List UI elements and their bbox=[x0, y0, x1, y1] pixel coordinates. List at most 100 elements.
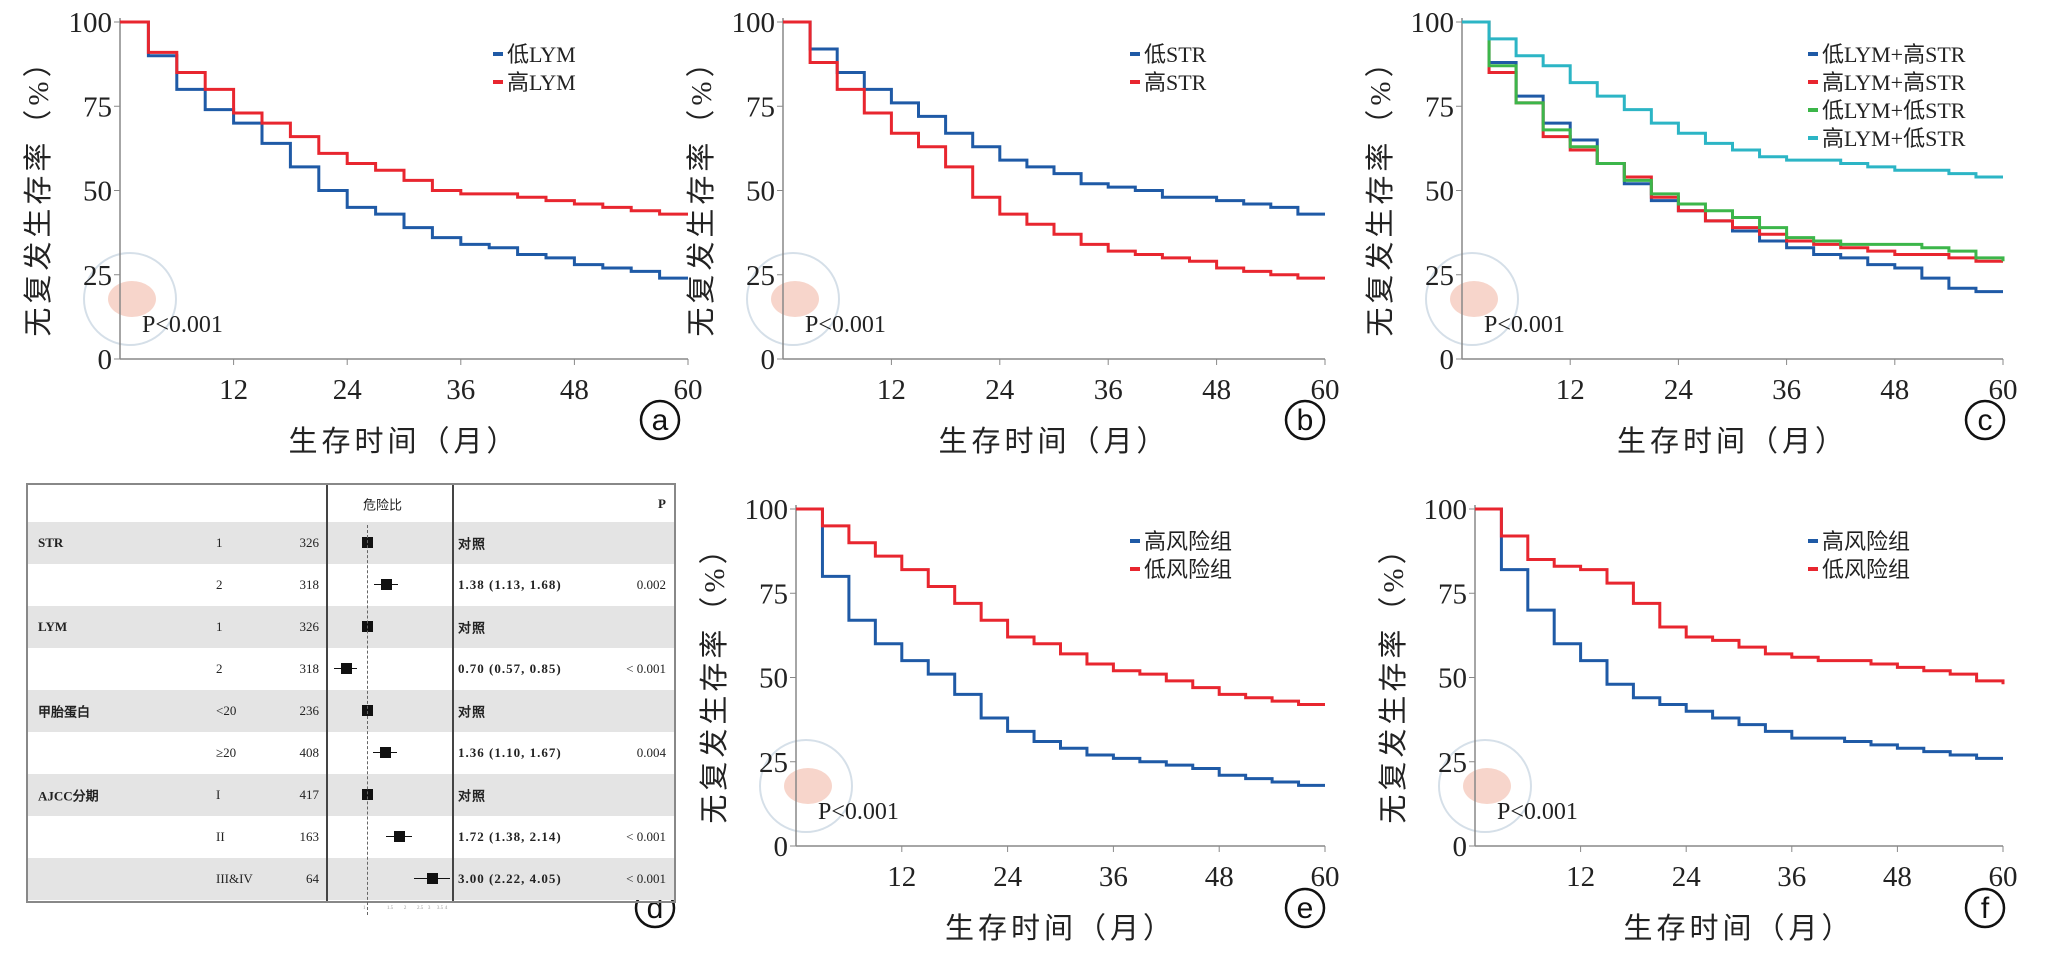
variable-name: LYM bbox=[38, 619, 68, 634]
x-tick-label: 60 bbox=[674, 374, 703, 406]
x-tick-label: 36 bbox=[446, 374, 475, 406]
forest-row: STR 1 326 对照 bbox=[28, 522, 674, 564]
p-value-annotation: P<0.001 bbox=[805, 312, 886, 338]
panel-label: e bbox=[1297, 892, 1314, 925]
seal-ring bbox=[83, 252, 177, 346]
x-tick-label: 24 bbox=[333, 374, 363, 406]
y-tick-label: 0 bbox=[1440, 344, 1455, 376]
y-tick-label: 25 bbox=[83, 260, 112, 292]
x-tick-label: 12 bbox=[1566, 861, 1595, 893]
column-divider bbox=[326, 485, 328, 901]
km-curve-1 bbox=[1475, 507, 2003, 760]
forest-row: 2 318 1.38 (1.13, 1.68) 0.002 bbox=[28, 564, 674, 606]
forest-x-tick-label: 1 bbox=[363, 906, 366, 911]
p-value-annotation: P<0.001 bbox=[1497, 799, 1578, 825]
level: 1 bbox=[216, 619, 223, 634]
x-axis-title: 生存时间（月） bbox=[938, 425, 1169, 458]
x-tick-label: 60 bbox=[1989, 374, 2018, 406]
x-tick-label: 36 bbox=[1772, 374, 1801, 406]
y-axis-title: 无复发生存率（%） bbox=[1377, 531, 1410, 823]
y-tick-label: 25 bbox=[1425, 260, 1454, 292]
forest-header: 危险比 P bbox=[28, 485, 674, 524]
forest-x-tick-label: 2 bbox=[403, 906, 407, 911]
hazard-ratio-ci: 1.38 (1.13, 1.68) bbox=[458, 577, 562, 592]
forest-x-tick-label: 3 bbox=[427, 906, 431, 911]
x-tick-label: 36 bbox=[1094, 374, 1123, 406]
panel-label: d bbox=[647, 892, 664, 925]
seal-ring bbox=[1438, 739, 1532, 833]
km-chart-a: 0 25 50 75 100 12 24 36 48 60 生存时间（月） 无复发生存率（%） 低LYM… bbox=[22, 7, 703, 458]
legend-label: 高风险组 bbox=[1822, 529, 1910, 554]
hazard-ratio-ci: 0.70 (0.57, 0.85) bbox=[458, 661, 562, 676]
legend-label: 低STR bbox=[1144, 42, 1207, 67]
km-curve-3 bbox=[1462, 20, 2005, 262]
sample-size: 417 bbox=[299, 787, 320, 802]
sample-size: 318 bbox=[299, 661, 320, 676]
km-curve-1 bbox=[796, 507, 1325, 787]
x-tick-label: 36 bbox=[1777, 861, 1806, 893]
km-curve-2 bbox=[1462, 20, 2003, 263]
p-value: 0.002 bbox=[636, 577, 666, 592]
y-tick-label: 50 bbox=[759, 663, 788, 695]
hazard-ratio-ci: 对照 bbox=[458, 620, 487, 636]
sample-size: 64 bbox=[306, 871, 319, 886]
variable-name: AJCC分期 bbox=[38, 788, 99, 804]
y-tick-label: 75 bbox=[759, 578, 788, 610]
y-tick-label: 100 bbox=[69, 7, 113, 39]
y-tick-label: 0 bbox=[1453, 831, 1468, 863]
forest-row: III&IV 64 3.00 (2.22, 4.05) < 0.001 bbox=[28, 858, 674, 900]
panel-label-circle bbox=[639, 399, 681, 441]
x-tick-label: 48 bbox=[1205, 861, 1234, 893]
x-tick-label: 24 bbox=[1664, 374, 1694, 406]
sample-size: 236 bbox=[299, 703, 320, 718]
x-tick-label: 48 bbox=[1883, 861, 1912, 893]
x-tick-label: 12 bbox=[877, 374, 906, 406]
km-chart-c: 0 25 50 75 100 12 24 36 48 60 生存时间（月） 无复发生存率（%） 低LYM… bbox=[1364, 7, 2018, 458]
km-curve-2 bbox=[796, 507, 1325, 706]
y-tick-label: 0 bbox=[761, 344, 776, 376]
level: ≥20 bbox=[216, 745, 237, 760]
header-p: P bbox=[658, 495, 666, 511]
km-chart-e: 0 25 50 75 100 12 24 36 48 60 生存时间（月） 无复发生存率（%） 高风险组… bbox=[698, 494, 1340, 945]
y-tick-label: 100 bbox=[1411, 7, 1455, 39]
header-hazard-ratio: 危险比 bbox=[363, 497, 403, 512]
y-tick-label: 75 bbox=[83, 91, 112, 123]
hazard-ratio-ci: 3.00 (2.22, 4.05) bbox=[458, 871, 562, 886]
forest-row: LYM 1 326 对照 bbox=[28, 606, 674, 648]
km-curve-1 bbox=[120, 20, 688, 280]
legend-label: 低风险组 bbox=[1822, 557, 1910, 582]
level: II bbox=[216, 829, 225, 844]
x-tick-label: 60 bbox=[1311, 374, 1340, 406]
panel-label: c bbox=[1978, 404, 1993, 437]
p-value-annotation: P<0.001 bbox=[818, 799, 899, 825]
p-value: < 0.001 bbox=[626, 871, 666, 886]
panel-label: a bbox=[652, 404, 669, 437]
x-axis-title: 生存时间（月） bbox=[288, 425, 519, 458]
sample-size: 163 bbox=[299, 829, 320, 844]
legend-label: 高LYM+高STR bbox=[1822, 70, 1966, 95]
hr-point bbox=[426, 873, 438, 884]
km-curve-1 bbox=[783, 20, 1325, 216]
forest-row: AJCC分期 I 417 对照 bbox=[28, 774, 674, 816]
y-tick-label: 25 bbox=[1438, 747, 1467, 779]
x-tick-label: 36 bbox=[1099, 861, 1128, 893]
variable-name: STR bbox=[38, 535, 64, 550]
seal-ring bbox=[746, 252, 840, 346]
legend-label: 低LYM+低STR bbox=[1822, 98, 1966, 123]
y-tick-label: 25 bbox=[759, 747, 788, 779]
km-curve-2 bbox=[783, 20, 1325, 280]
seal-ring bbox=[759, 739, 853, 833]
hr-point bbox=[340, 663, 352, 674]
p-value: < 0.001 bbox=[626, 829, 666, 844]
y-tick-label: 50 bbox=[1438, 663, 1467, 695]
legend-label: 高LYM+低STR bbox=[1822, 126, 1966, 151]
forest-x-tick-label: 4 bbox=[444, 906, 448, 911]
panel-label-circle bbox=[1284, 887, 1326, 929]
forest-plot-panel-d: 危险比 P STR 1 326 对照 2 318 1.38 (1.13, 1.68) 0.002 L… bbox=[26, 483, 676, 915]
km-curve-4 bbox=[1462, 20, 2003, 179]
panel-label-circle bbox=[1284, 399, 1326, 441]
x-tick-label: 48 bbox=[1880, 374, 1909, 406]
hazard-ratio-ci: 1.72 (1.38, 2.14) bbox=[458, 829, 562, 844]
forest-row: II 163 1.72 (1.38, 2.14) < 0.001 bbox=[28, 816, 674, 858]
x-axis-title: 生存时间（月） bbox=[1623, 912, 1854, 945]
